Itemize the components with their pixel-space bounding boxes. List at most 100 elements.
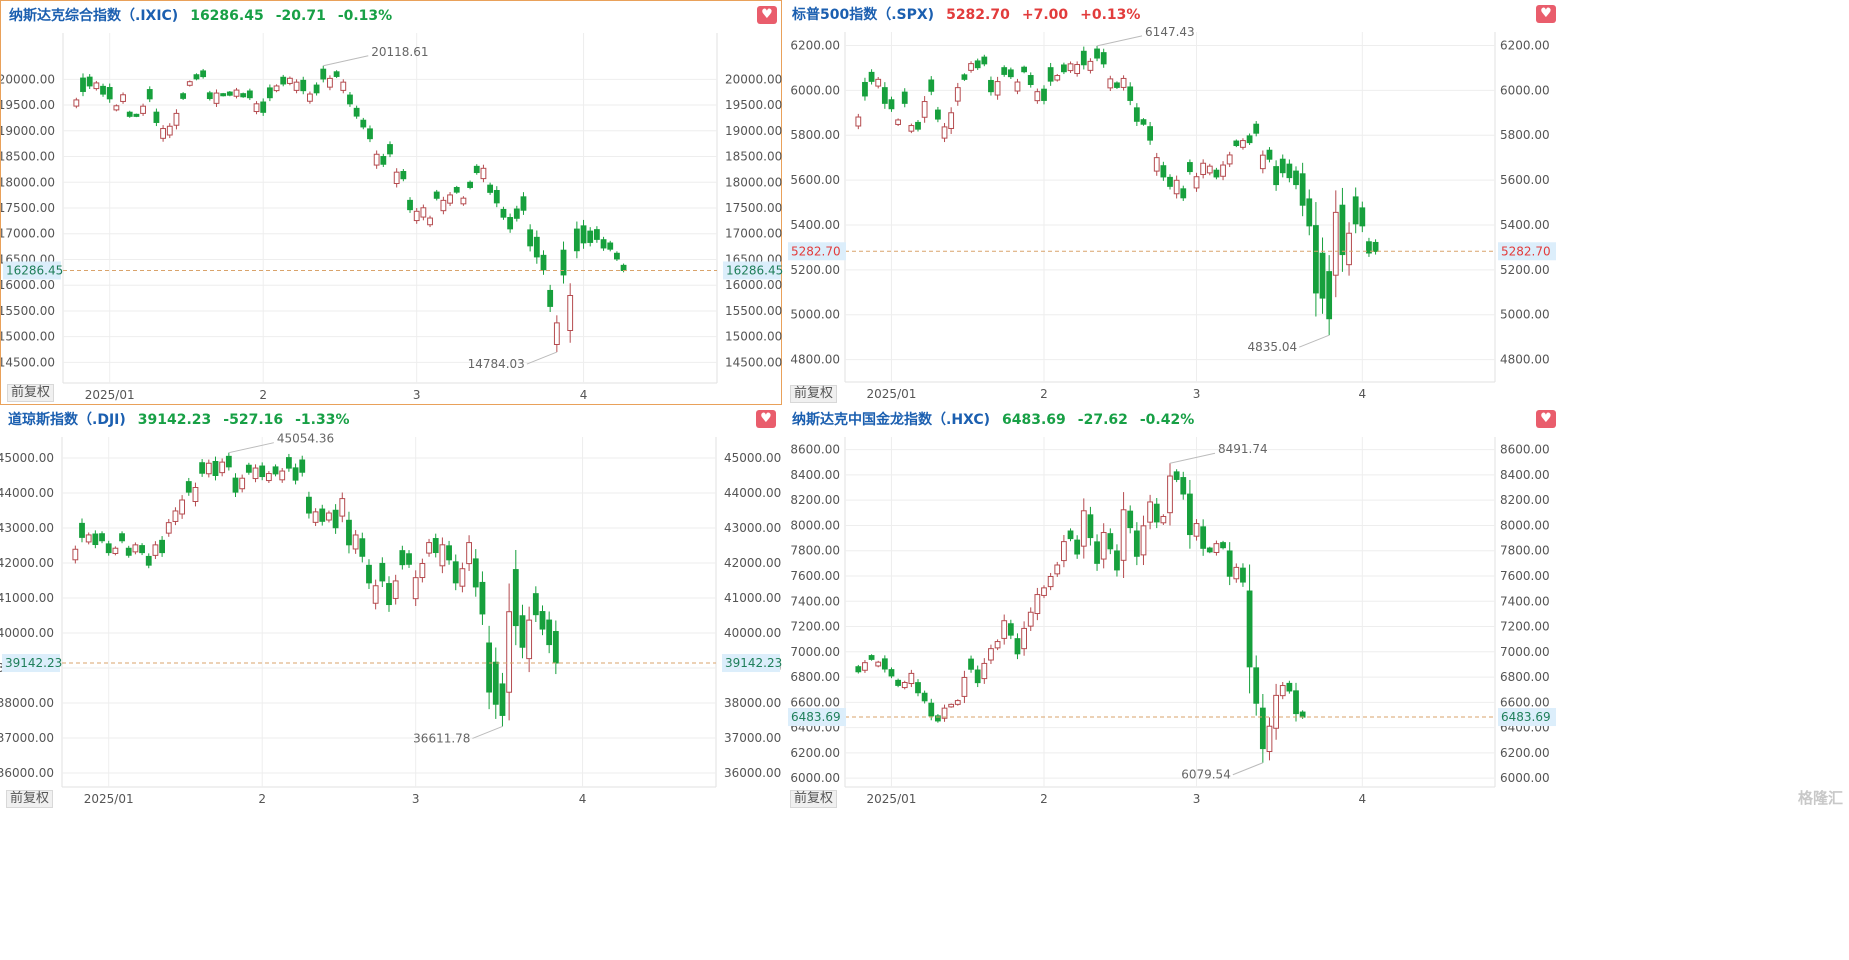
- candle-body: [139, 545, 145, 554]
- y-tick-label-left: 7800.00: [790, 544, 840, 558]
- candle-body: [915, 121, 921, 130]
- candle-body: [1014, 81, 1021, 92]
- candle-body: [1240, 140, 1246, 148]
- candle-body: [954, 700, 961, 705]
- candle-body: [1266, 725, 1273, 752]
- y-tick-label-right: 8200.00: [1500, 493, 1550, 507]
- y-tick-label-left: 36000.00: [0, 766, 54, 780]
- candle-body: [200, 70, 207, 78]
- candle-body: [974, 60, 981, 69]
- y-tick-label-left: 16000.00: [1, 278, 55, 292]
- y-tick-label-right: 44000.00: [724, 486, 781, 500]
- index-name[interactable]: 标普500指数（.SPX): [792, 7, 935, 23]
- candle-body: [1293, 690, 1299, 715]
- candlestick-chart[interactable]: 6200.00 6200.00 6000.00 6000.00 5800.00 5800.…: [784, 0, 1849, 405]
- candle-body: [219, 461, 226, 474]
- chart-header: 纳斯达克中国金龙指数（.HXC) 6483.69 -27.62 -0.42%: [792, 409, 1194, 429]
- candle-body: [185, 481, 192, 493]
- low-leader-line: [1298, 334, 1330, 348]
- candle-body: [73, 99, 80, 107]
- adjust-mode-button[interactable]: 前复权: [790, 385, 838, 403]
- x-tick-label: 3: [1193, 387, 1201, 401]
- candle-body: [1193, 523, 1200, 537]
- x-tick-label: 2025/01: [84, 792, 134, 806]
- candle-body: [446, 545, 452, 561]
- candle-body: [245, 464, 252, 473]
- candlestick-chart[interactable]: 45000.00 45000.00 44000.00 44000.00 43000.00…: [0, 405, 782, 810]
- candle-body: [855, 116, 862, 127]
- candle-body: [280, 76, 287, 85]
- index-name[interactable]: 纳斯达克综合指数（.IXIC): [9, 8, 179, 24]
- candle-body: [272, 466, 279, 475]
- candle-body: [1167, 475, 1173, 514]
- chart-panel-hxc: 纳斯达克中国金龙指数（.HXC) 6483.69 -27.62 -0.42% ♥ 前复权 格…: [784, 405, 1849, 810]
- low-leader-line: [472, 725, 503, 739]
- x-tick-label: 3: [412, 792, 420, 806]
- candle-body: [392, 580, 399, 599]
- candle-body: [473, 165, 480, 174]
- chart-header: 纳斯达克综合指数（.IXIC) 16286.45 -20.71 -0.13%: [9, 5, 392, 25]
- candle-body: [935, 715, 941, 722]
- candle-body: [881, 87, 888, 104]
- high-annotation: 8491.74: [1218, 442, 1268, 456]
- y-tick-label-right: 7800.00: [1500, 544, 1550, 558]
- candle-body: [93, 82, 100, 90]
- favorite-heart-icon[interactable]: ♥: [757, 6, 777, 24]
- candle-body: [1266, 149, 1273, 160]
- y-tick-label-left: 15000.00: [1, 330, 55, 344]
- favorite-heart-icon[interactable]: ♥: [1536, 410, 1556, 428]
- candle-body: [467, 181, 473, 188]
- candle-body: [1366, 241, 1372, 254]
- candle-body: [286, 77, 293, 84]
- candle-body: [567, 295, 574, 331]
- candle-body: [332, 509, 339, 529]
- last-price-tag-left: 39142.23: [5, 656, 62, 670]
- candlestick-chart[interactable]: 8600.00 8600.00 8400.00 8400.00 8200.00 8200.…: [784, 405, 1849, 810]
- y-tick-label-left: 18500.00: [1, 150, 55, 164]
- y-tick-label-left: 18000.00: [1, 175, 55, 189]
- candle-body: [520, 196, 527, 211]
- y-tick-label-right: 7200.00: [1500, 620, 1550, 634]
- x-tick-label: 4: [580, 388, 588, 402]
- candle-body: [426, 542, 432, 554]
- y-tick-label-right: 7400.00: [1500, 594, 1550, 608]
- candle-body: [935, 109, 941, 120]
- y-tick-label-left: 8400.00: [790, 468, 840, 482]
- candle-body: [1153, 157, 1160, 172]
- last-price-tag-left-bg: [788, 242, 846, 261]
- candle-body: [1200, 526, 1207, 549]
- candle-body: [300, 79, 307, 92]
- candle-body: [1140, 525, 1147, 556]
- candlestick-chart[interactable]: 20000.00 20000.00 19500.00 19500.00 19000.00…: [1, 1, 783, 406]
- candle-body: [186, 81, 193, 86]
- last-price-tag-left: 5282.70: [791, 244, 841, 258]
- y-tick-label-right: 18500.00: [725, 150, 782, 164]
- y-tick-label-right: 45000.00: [724, 451, 781, 465]
- low-annotation: 36611.78: [413, 731, 470, 745]
- y-tick-label-left: 7000.00: [790, 645, 840, 659]
- last-price-tag-left-bg: [3, 261, 61, 280]
- adjust-mode-button[interactable]: 前复权: [790, 790, 838, 808]
- y-tick-label-right: 6000.00: [1500, 771, 1550, 785]
- candle-body: [1061, 64, 1067, 73]
- candle-body: [560, 249, 567, 276]
- y-tick-label-left: 8600.00: [790, 443, 840, 457]
- y-tick-label-right: 18000.00: [725, 175, 782, 189]
- adjust-mode-button[interactable]: 前复权: [7, 384, 55, 402]
- y-tick-label-left: 45000.00: [0, 451, 54, 465]
- index-name[interactable]: 道琼斯指数（.DJI): [8, 412, 126, 428]
- candle-body: [307, 93, 313, 102]
- y-tick-label-right: 6800.00: [1500, 670, 1550, 684]
- candle-body: [432, 538, 439, 554]
- candle-body: [412, 577, 419, 600]
- candle-body: [981, 56, 988, 65]
- candle-body: [80, 77, 86, 92]
- candle-body: [367, 128, 373, 140]
- candle-body: [1041, 587, 1047, 596]
- favorite-heart-icon[interactable]: ♥: [756, 410, 776, 428]
- x-tick-label: 4: [579, 792, 587, 806]
- adjust-mode-button[interactable]: 前复权: [6, 790, 54, 808]
- favorite-heart-icon[interactable]: ♥: [1536, 5, 1556, 23]
- index-name[interactable]: 纳斯达克中国金龙指数（.HXC): [792, 412, 991, 428]
- candle-body: [419, 563, 426, 579]
